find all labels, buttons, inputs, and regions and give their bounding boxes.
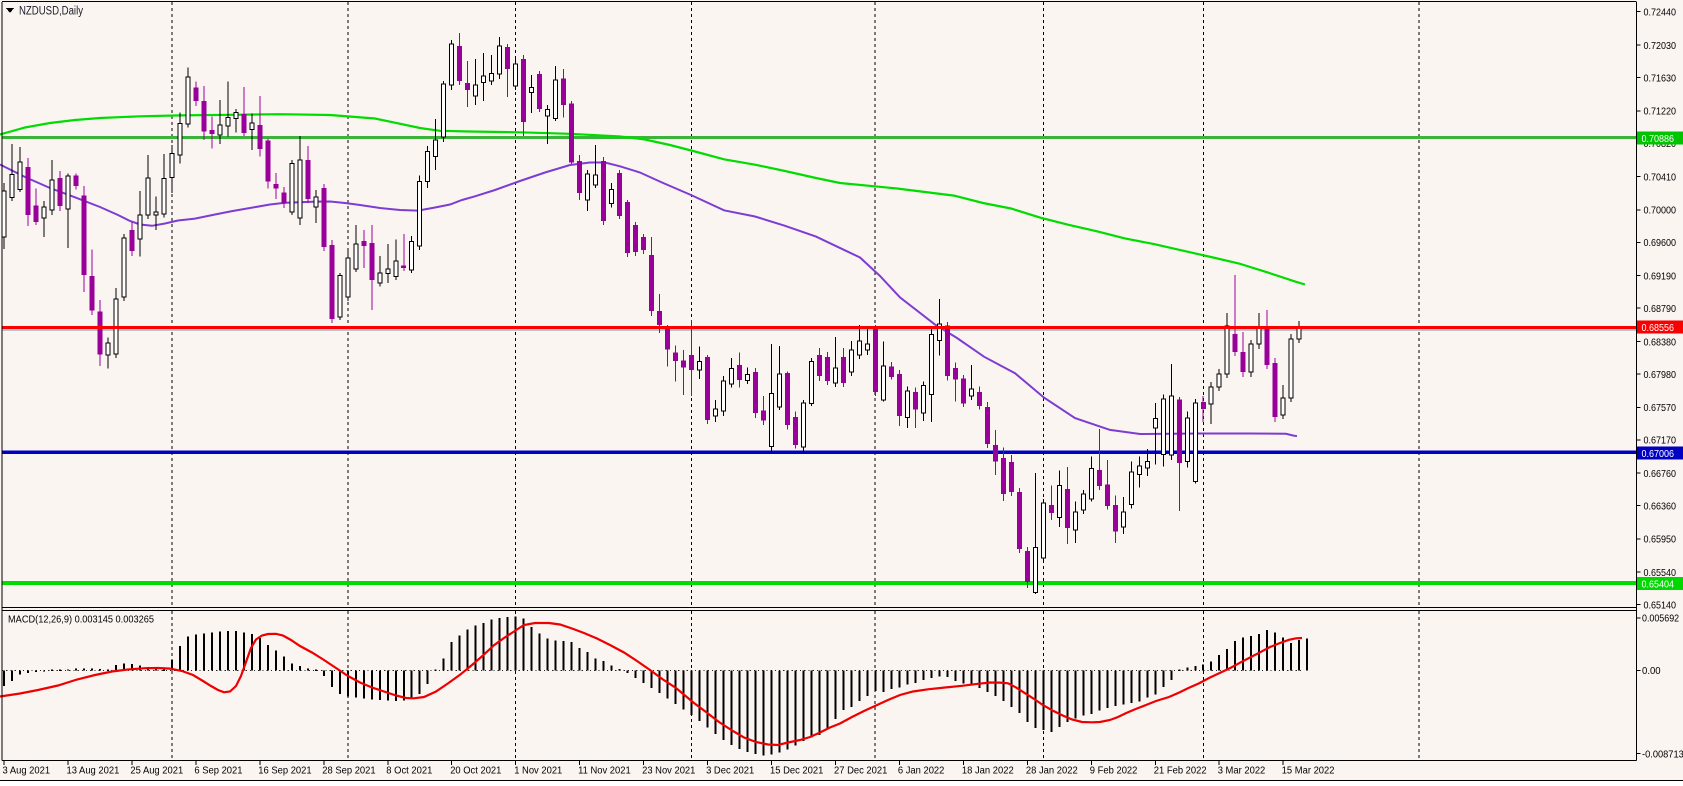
svg-text:3 Mar 2022: 3 Mar 2022 <box>1218 766 1266 777</box>
svg-text:18 Jan 2022: 18 Jan 2022 <box>962 766 1014 777</box>
svg-text:MACD(12,26,9) 0.003145 0.00326: MACD(12,26,9) 0.003145 0.003265 <box>8 614 154 626</box>
svg-text:0.65404: 0.65404 <box>1642 578 1675 590</box>
svg-text:0.66760: 0.66760 <box>1644 468 1677 480</box>
svg-text:13 Aug 2021: 13 Aug 2021 <box>67 766 120 777</box>
svg-text:-0.008713: -0.008713 <box>1642 748 1683 760</box>
svg-text:27 Dec 2021: 27 Dec 2021 <box>834 766 888 777</box>
svg-text:0.72440: 0.72440 <box>1644 7 1677 19</box>
svg-text:15 Mar 2022: 15 Mar 2022 <box>1282 766 1335 777</box>
svg-text:0.69190: 0.69190 <box>1644 271 1677 283</box>
svg-text:0.71220: 0.71220 <box>1644 106 1677 118</box>
svg-text:15 Dec 2021: 15 Dec 2021 <box>770 766 824 777</box>
svg-text:23 Nov 2021: 23 Nov 2021 <box>642 766 696 777</box>
svg-text:0.66360: 0.66360 <box>1644 500 1677 512</box>
svg-text:0.005692: 0.005692 <box>1642 613 1679 625</box>
svg-text:0.71630: 0.71630 <box>1644 72 1677 84</box>
svg-text:0.65140: 0.65140 <box>1644 600 1677 612</box>
svg-text:0.67980: 0.67980 <box>1644 369 1677 381</box>
svg-text:3 Aug 2021: 3 Aug 2021 <box>3 766 51 777</box>
svg-text:0.69600: 0.69600 <box>1644 237 1677 249</box>
svg-text:0.65950: 0.65950 <box>1644 534 1677 546</box>
svg-text:1 Nov 2021: 1 Nov 2021 <box>514 766 563 777</box>
svg-text:25 Aug 2021: 25 Aug 2021 <box>130 766 183 777</box>
svg-text:0.67570: 0.67570 <box>1644 402 1677 414</box>
svg-text:3 Dec 2021: 3 Dec 2021 <box>706 766 755 777</box>
svg-text:16 Sep 2021: 16 Sep 2021 <box>258 766 312 777</box>
svg-text:28 Sep 2021: 28 Sep 2021 <box>322 766 376 777</box>
svg-text:28 Jan 2022: 28 Jan 2022 <box>1026 766 1078 777</box>
svg-text:6 Sep 2021: 6 Sep 2021 <box>194 766 242 777</box>
svg-text:0.70886: 0.70886 <box>1642 133 1675 145</box>
svg-text:0.72030: 0.72030 <box>1644 40 1677 52</box>
svg-text:0.00: 0.00 <box>1642 665 1661 677</box>
svg-text:20 Oct 2021: 20 Oct 2021 <box>450 766 502 777</box>
svg-text:0.68380: 0.68380 <box>1644 336 1677 348</box>
svg-text:0.70410: 0.70410 <box>1644 171 1677 183</box>
svg-text:0.68556: 0.68556 <box>1642 322 1675 334</box>
svg-text:0.67170: 0.67170 <box>1644 435 1677 447</box>
svg-text:21 Feb 2022: 21 Feb 2022 <box>1154 766 1207 777</box>
svg-text:0.65540: 0.65540 <box>1644 567 1677 579</box>
svg-text:0.68790: 0.68790 <box>1644 303 1677 315</box>
svg-text:0.67006: 0.67006 <box>1642 448 1675 460</box>
svg-text:11 Nov 2021: 11 Nov 2021 <box>578 766 631 777</box>
svg-text:0.70000: 0.70000 <box>1644 205 1677 217</box>
svg-text:6 Jan 2022: 6 Jan 2022 <box>898 766 945 777</box>
svg-text:NZDUSD,Daily: NZDUSD,Daily <box>19 6 83 18</box>
svg-text:9 Feb 2022: 9 Feb 2022 <box>1090 766 1138 777</box>
svg-text:8 Oct 2021: 8 Oct 2021 <box>386 766 432 777</box>
